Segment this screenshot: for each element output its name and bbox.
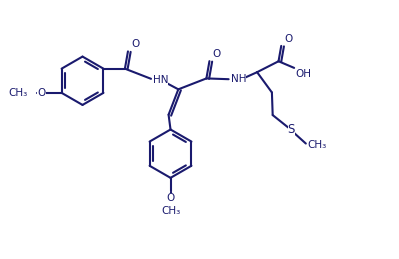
Text: O: O (166, 193, 175, 204)
Text: CH₃: CH₃ (161, 206, 180, 216)
Text: CH₃: CH₃ (8, 88, 28, 98)
Text: CH₃: CH₃ (308, 140, 327, 150)
Text: O: O (131, 39, 139, 49)
Text: O: O (38, 88, 45, 98)
Text: HN: HN (153, 75, 168, 85)
Text: NH: NH (231, 74, 246, 84)
Text: S: S (288, 123, 295, 136)
Text: OH: OH (296, 69, 312, 79)
Text: O: O (213, 49, 221, 59)
Text: O: O (284, 34, 292, 44)
